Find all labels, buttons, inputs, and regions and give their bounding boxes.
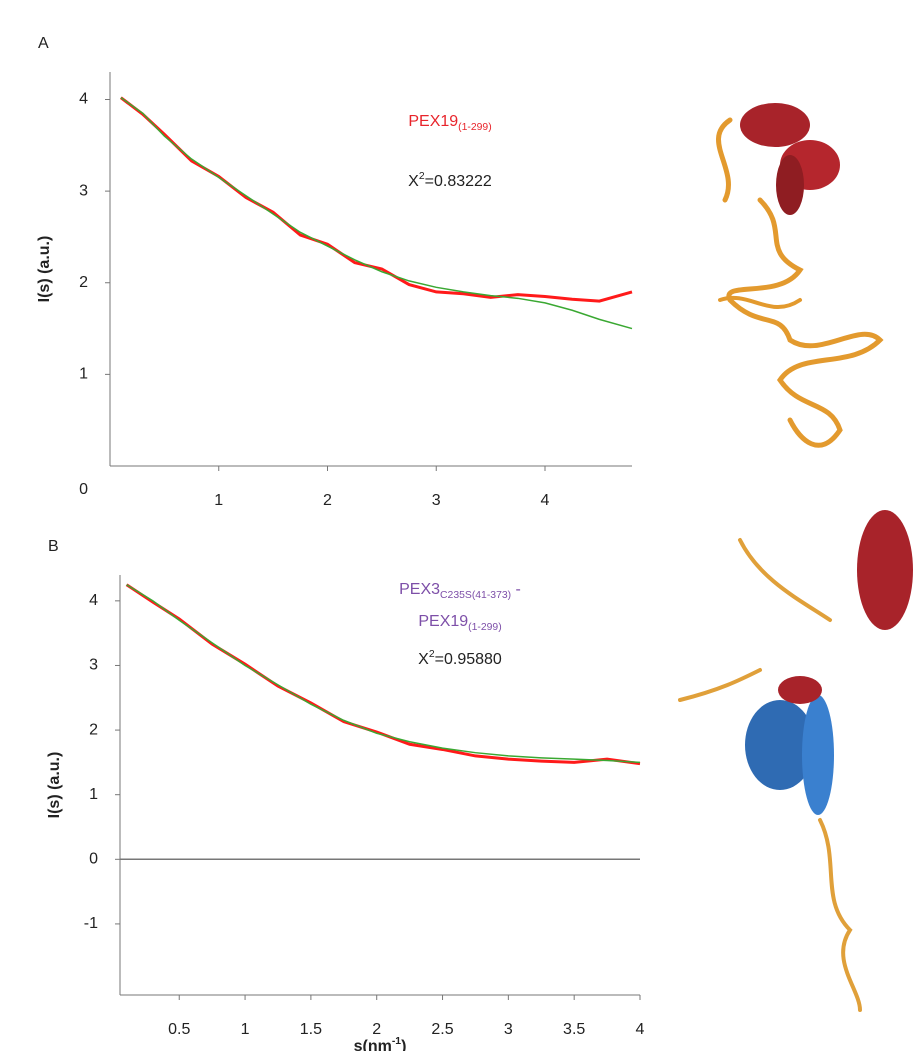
coil [716, 117, 884, 448]
helix [778, 676, 822, 704]
x-tick-label: 3 [504, 1021, 513, 1038]
text-part: ) [401, 1038, 406, 1051]
text-part: 2 [419, 171, 425, 182]
y-tick-label: 1 [89, 786, 98, 803]
rich-text: X2=0.83222 [408, 171, 492, 190]
x-tick-label: 1 [214, 492, 223, 509]
text-part: =0.83222 [425, 173, 492, 190]
y-tick-label: 3 [79, 182, 88, 199]
coil [678, 538, 862, 1012]
x-tick-label: 2.5 [431, 1021, 453, 1038]
x-tick-label: 3 [432, 492, 441, 509]
x-tick-label: 3.5 [563, 1021, 585, 1038]
x-tick-label: 4 [636, 1021, 645, 1038]
y-tick-label: 1 [79, 366, 88, 383]
y-tick-label: 2 [79, 274, 88, 291]
y-tick-label: 4 [89, 592, 98, 609]
text-part: X [418, 651, 429, 668]
text-part: 2 [429, 649, 435, 660]
y-axis-label: I(s) (a.u.) [46, 752, 63, 819]
panel-label: A [38, 35, 49, 52]
rich-text: PEX19(1-299) [408, 113, 491, 133]
x-tick-label: 0.5 [168, 1021, 190, 1038]
y-tick-label: 0 [89, 851, 98, 868]
structure-a [716, 103, 884, 448]
data-line [125, 583, 641, 766]
text-part: -1 [392, 1036, 401, 1047]
coil [718, 295, 802, 310]
structure-b [678, 510, 913, 1012]
text-part: (1-299) [458, 122, 492, 133]
x-tick-label: 4 [541, 492, 550, 509]
rich-text: X2=0.95880 [418, 649, 502, 668]
helix [857, 510, 913, 630]
origin-label: 0 [79, 481, 88, 498]
data-line [119, 96, 633, 303]
y-tick-label: 4 [79, 91, 88, 108]
text-part: PEX19 [408, 113, 458, 130]
text-part: s(nm [354, 1038, 392, 1051]
text-part: (1-299) [468, 622, 502, 633]
helix [776, 155, 804, 215]
rich-text: s(nm-1) [354, 1036, 407, 1051]
data-line [120, 97, 633, 330]
helix [745, 700, 815, 790]
rich-text: PEX3C235S(41-373) - [399, 581, 521, 601]
y-axis-label: I(s) (a.u.) [36, 236, 53, 303]
helix [740, 103, 810, 147]
text-part: - [511, 581, 521, 598]
text-part: C235S(41-373) [440, 590, 511, 601]
x-tick-label: 1 [241, 1021, 250, 1038]
helix [802, 695, 834, 815]
text-part: =0.95880 [435, 651, 502, 668]
text-part: PEX3 [399, 581, 440, 598]
text-part: X [408, 173, 419, 190]
x-tick-label: 2 [372, 1021, 381, 1038]
y-tick-label: 2 [89, 721, 98, 738]
y-tick-label: -1 [84, 915, 98, 932]
rich-text: PEX19(1-299) [418, 613, 501, 633]
x-tick-label: 2 [323, 492, 332, 509]
text-part: PEX19 [418, 613, 468, 630]
x-tick-label: 1.5 [300, 1021, 322, 1038]
panel-label: B [48, 538, 59, 555]
y-tick-label: 3 [89, 657, 98, 674]
data-line [126, 584, 641, 764]
